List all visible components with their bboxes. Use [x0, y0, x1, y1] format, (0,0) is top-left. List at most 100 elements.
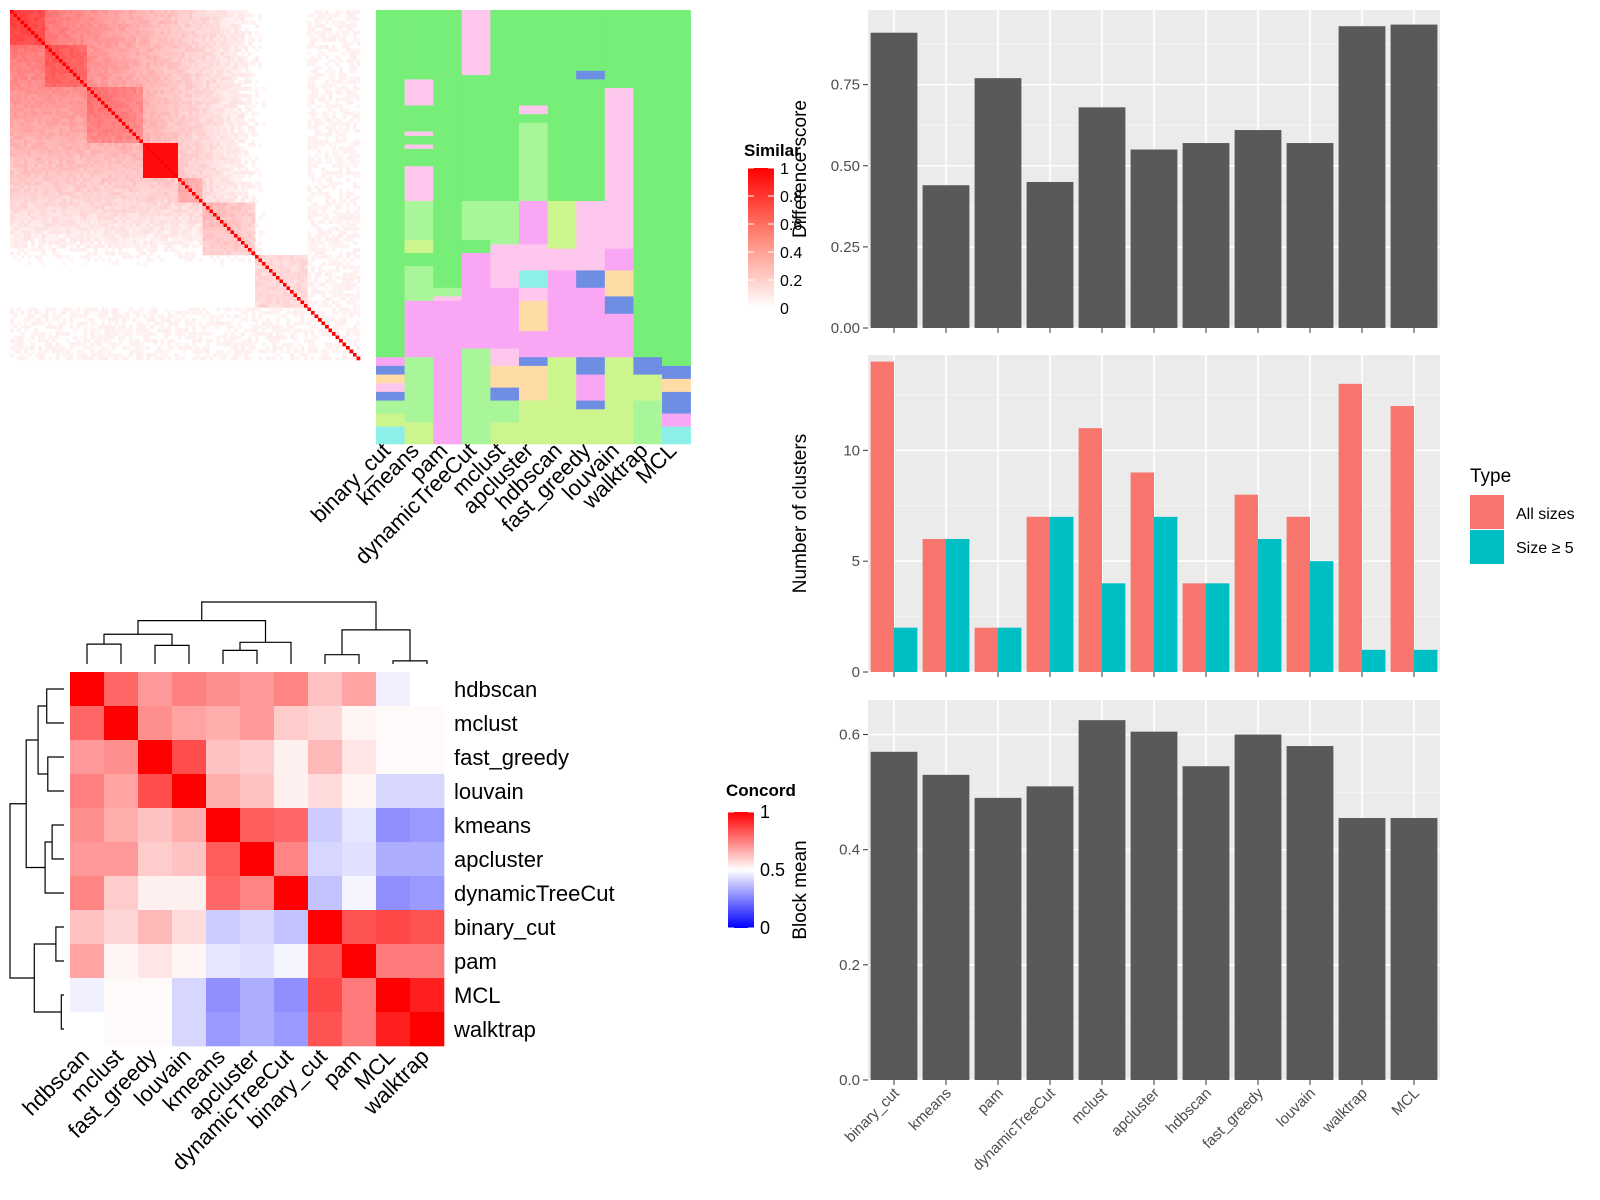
similarity-cell — [241, 129, 245, 133]
similarity-cell — [69, 83, 74, 88]
similarity-cell — [209, 227, 214, 231]
similarity-cell — [209, 66, 214, 70]
similarity-cell — [223, 174, 228, 179]
similarity-cell — [160, 118, 165, 123]
similarity-cell — [48, 234, 53, 238]
similarity-cell — [251, 199, 256, 203]
similarity-cell — [202, 69, 207, 74]
similarity-cell — [241, 216, 245, 221]
similarity-cell — [241, 132, 245, 137]
similarity-cell — [139, 83, 144, 88]
similarity-cell — [335, 202, 340, 207]
similarity-cell — [223, 139, 228, 144]
similarity-cell — [213, 118, 217, 123]
similarity-cell — [216, 13, 221, 18]
similarity-cell — [66, 104, 70, 109]
similarity-cell — [59, 150, 63, 154]
similarity-cell — [73, 139, 77, 144]
similarity-cell — [104, 31, 109, 35]
similarity-cell — [52, 136, 56, 140]
similarity-cell — [346, 188, 350, 193]
similarity-cell — [101, 108, 105, 112]
similarity-cell — [241, 206, 245, 210]
similarity-cell — [307, 213, 312, 217]
similarity-cell — [87, 129, 91, 133]
similarity-cell — [90, 188, 95, 193]
similarity-cell — [24, 223, 28, 228]
similarity-cell — [192, 66, 196, 70]
similarity-cell — [31, 143, 35, 147]
similarity-cell — [66, 143, 70, 147]
similarity-cell — [41, 199, 46, 203]
similarity-cell — [34, 216, 39, 221]
similarity-cell — [244, 227, 249, 231]
similarity-cell — [202, 94, 207, 98]
similarity-cell — [129, 164, 133, 168]
similarity-cell — [178, 150, 182, 154]
similarity-cell — [90, 199, 95, 203]
similarity-cell — [153, 206, 158, 210]
similarity-cell — [188, 97, 193, 102]
similarity-cell — [97, 69, 102, 74]
similarity-cell — [199, 13, 203, 18]
similarity-cell — [52, 87, 56, 91]
similarity-cell — [241, 195, 245, 200]
similarity-cell — [160, 66, 165, 70]
similarity-cell — [73, 13, 77, 18]
similarity-cell — [108, 94, 112, 98]
similarity-cell — [59, 48, 63, 53]
similarity-cell — [227, 223, 231, 228]
similarity-cell — [24, 13, 28, 18]
similarity-cell — [262, 122, 266, 126]
similarity-cell — [80, 195, 84, 200]
similarity-cell — [153, 230, 158, 235]
similarity-cell — [143, 143, 147, 147]
similarity-cell — [139, 97, 144, 102]
similarity-cell — [174, 206, 179, 210]
similarity-cell — [94, 97, 98, 102]
similarity-cell — [118, 227, 123, 231]
similarity-cell — [230, 94, 235, 98]
similarity-cell — [150, 174, 154, 179]
similarity-cell — [356, 52, 361, 56]
similarity-cell — [20, 10, 25, 14]
similarity-cell — [202, 139, 207, 144]
similarity-cell — [83, 153, 88, 158]
similarity-cell — [167, 90, 172, 95]
similarity-cell — [34, 136, 39, 140]
similarity-cell — [76, 24, 81, 28]
similarity-cell — [90, 234, 95, 238]
similarity-cell — [122, 185, 126, 189]
similarity-cell — [13, 202, 18, 207]
similarity-cell — [220, 195, 224, 200]
similarity-cell — [209, 230, 214, 235]
similarity-cell — [129, 59, 133, 63]
similarity-cell — [111, 227, 116, 231]
similarity-cell — [251, 230, 256, 235]
similarity-cell — [132, 80, 137, 84]
similarity-cell — [34, 20, 39, 25]
similarity-cell — [59, 192, 63, 196]
similarity-cell — [143, 146, 147, 151]
similarity-cell — [216, 209, 221, 214]
similarity-cell — [90, 125, 95, 130]
similarity-cell — [129, 118, 133, 123]
similarity-cell — [83, 59, 88, 63]
similarity-cell — [328, 157, 333, 161]
similarity-cell — [52, 181, 56, 186]
similarity-cell — [206, 48, 210, 53]
similarity-cell — [97, 27, 102, 32]
similarity-cell — [55, 132, 60, 137]
similarity-cell — [223, 73, 228, 77]
similarity-cell — [108, 90, 112, 95]
similarity-cell — [157, 111, 161, 116]
similarity-cell — [62, 34, 67, 39]
similarity-cell — [143, 83, 147, 88]
similarity-cell — [227, 209, 231, 214]
similarity-cell — [307, 34, 312, 39]
similarity-cell — [97, 181, 102, 186]
similarity-cell — [132, 157, 137, 161]
similarity-cell — [97, 129, 102, 133]
similarity-cell — [230, 66, 235, 70]
similarity-cell — [111, 94, 116, 98]
